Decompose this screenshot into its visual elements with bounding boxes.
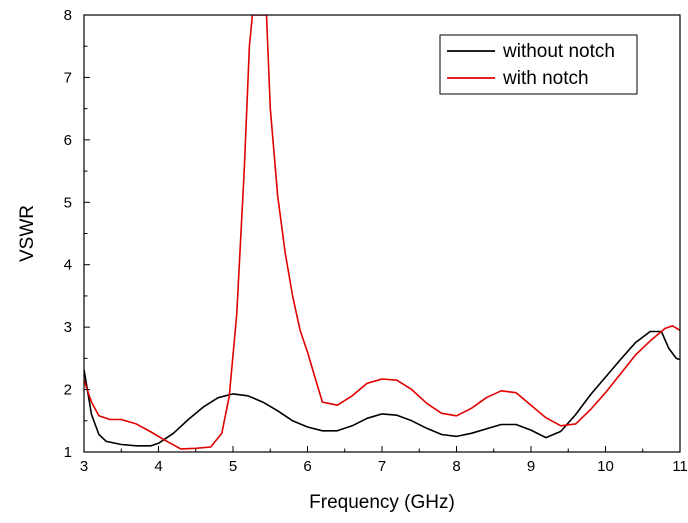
x-tick-label: 10	[597, 458, 614, 475]
y-tick-label: 6	[64, 132, 72, 149]
x-tick-label: 8	[452, 458, 460, 475]
y-tick-label: 5	[64, 194, 72, 211]
series-line-without-notch	[84, 330, 680, 447]
x-tick-label: 3	[80, 458, 88, 475]
series-line-with-notch	[84, 15, 680, 450]
y-tick-label: 4	[64, 257, 72, 274]
legend-label: without notch	[502, 41, 615, 62]
x-tick-label: 9	[527, 458, 535, 475]
legend: without notch with notch	[439, 34, 638, 95]
y-tick-label: 3	[64, 319, 72, 336]
y-tick-label: 1	[64, 444, 72, 461]
x-tick-label: 6	[303, 458, 311, 475]
x-tick-label: 11	[672, 458, 688, 475]
y-tick-label: 8	[64, 7, 72, 24]
x-tick-label: 5	[229, 458, 237, 475]
x-tick-label: 7	[378, 458, 386, 475]
legend-box	[439, 34, 638, 95]
y-tick-label: 7	[64, 69, 72, 86]
x-axis-title: Frequency (GHz)	[309, 492, 455, 513]
legend-label: with notch	[502, 68, 589, 89]
x-tick-label: 4	[154, 458, 162, 475]
plot-lines	[84, 15, 680, 450]
y-tick-label: 2	[64, 382, 72, 399]
axis-ticks	[83, 14, 681, 453]
y-axis-title: VSWR	[17, 205, 38, 262]
